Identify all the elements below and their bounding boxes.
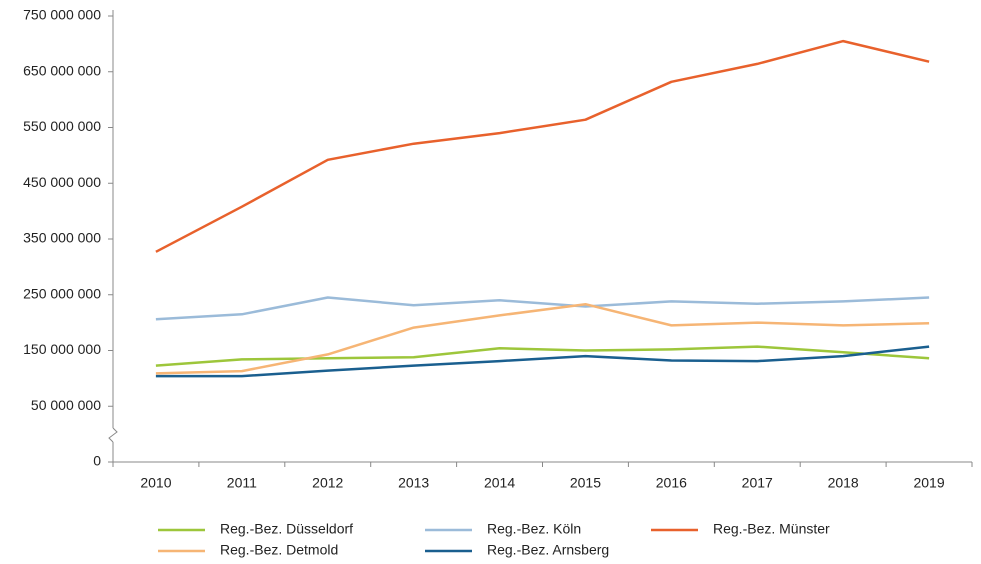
x-tick-label: 2015	[570, 475, 601, 491]
legend-label: Reg.-Bez. Köln	[487, 521, 581, 537]
y-tick-label: 650 000 000	[23, 62, 101, 78]
y-tick-label: 150 000 000	[23, 341, 101, 357]
y-tick-label: 0	[93, 453, 101, 469]
x-tick-label: 2016	[656, 475, 687, 491]
legend-label: Reg.-Bez. Arnsberg	[487, 542, 609, 558]
x-tick-label: 2018	[828, 475, 859, 491]
x-tick-label: 2011	[227, 475, 257, 491]
series-line	[155, 345, 930, 378]
series-line	[155, 296, 930, 321]
x-tick-label: 2010	[140, 475, 171, 491]
axis-break	[108, 427, 118, 443]
y-tick-label: 550 000 000	[23, 118, 101, 134]
x-tick-label: 2019	[913, 475, 944, 491]
y-tick-label: 450 000 000	[23, 174, 101, 190]
legend-label: Reg.-Bez. Münster	[713, 521, 830, 537]
series-line	[155, 345, 930, 367]
series-line	[155, 302, 930, 375]
y-tick-label: 50 000 000	[31, 397, 101, 413]
legend-label: Reg.-Bez. Düsseldorf	[220, 521, 353, 537]
y-tick-label: 250 000 000	[23, 285, 101, 301]
legend-label: Reg.-Bez. Detmold	[220, 542, 338, 558]
y-tick-label: 750 000 000	[23, 7, 101, 23]
x-tick-label: 2012	[312, 475, 343, 491]
x-tick-label: 2014	[484, 475, 515, 491]
series-line	[155, 39, 930, 253]
y-tick-label: 350 000 000	[23, 230, 101, 246]
x-tick-label: 2013	[398, 475, 429, 491]
x-tick-label: 2017	[742, 475, 773, 491]
